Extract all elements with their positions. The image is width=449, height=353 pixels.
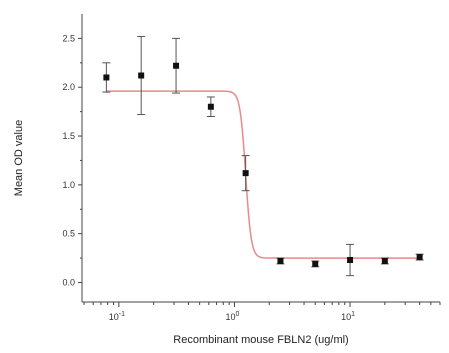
data-point [416, 254, 423, 261]
y-tick-label: 2.0 [62, 82, 75, 92]
data-points-layer [102, 35, 424, 277]
y-tick-label: 2.5 [62, 33, 75, 43]
fit-curve [106, 90, 420, 259]
data-point [381, 257, 388, 264]
data-point [312, 260, 319, 267]
data-point [277, 257, 284, 264]
x-tick-label: 10-1 [109, 311, 125, 322]
data-point [103, 74, 110, 81]
data-point [347, 257, 354, 264]
y-tick-label: 0.0 [62, 277, 75, 287]
y-tick-label: 1.0 [62, 180, 75, 190]
y-tick-label: 0.5 [62, 229, 75, 239]
x-tick-label: 101 [341, 311, 355, 322]
data-point [173, 62, 180, 69]
axes: 0.0 0.5 1.0 1.5 2.0 2.5 10-1 100 101 [62, 14, 441, 322]
fit-curve-layer [106, 90, 420, 259]
y-axis-title: Mean OD value [13, 120, 25, 196]
y-tick-label: 1.5 [62, 131, 75, 141]
data-point [207, 103, 214, 110]
data-point [138, 72, 145, 79]
data-point [242, 170, 249, 177]
x-tick-label: 100 [225, 311, 239, 322]
x-axis-title: Recombinant mouse FBLN2 (ug/ml) [173, 334, 348, 346]
